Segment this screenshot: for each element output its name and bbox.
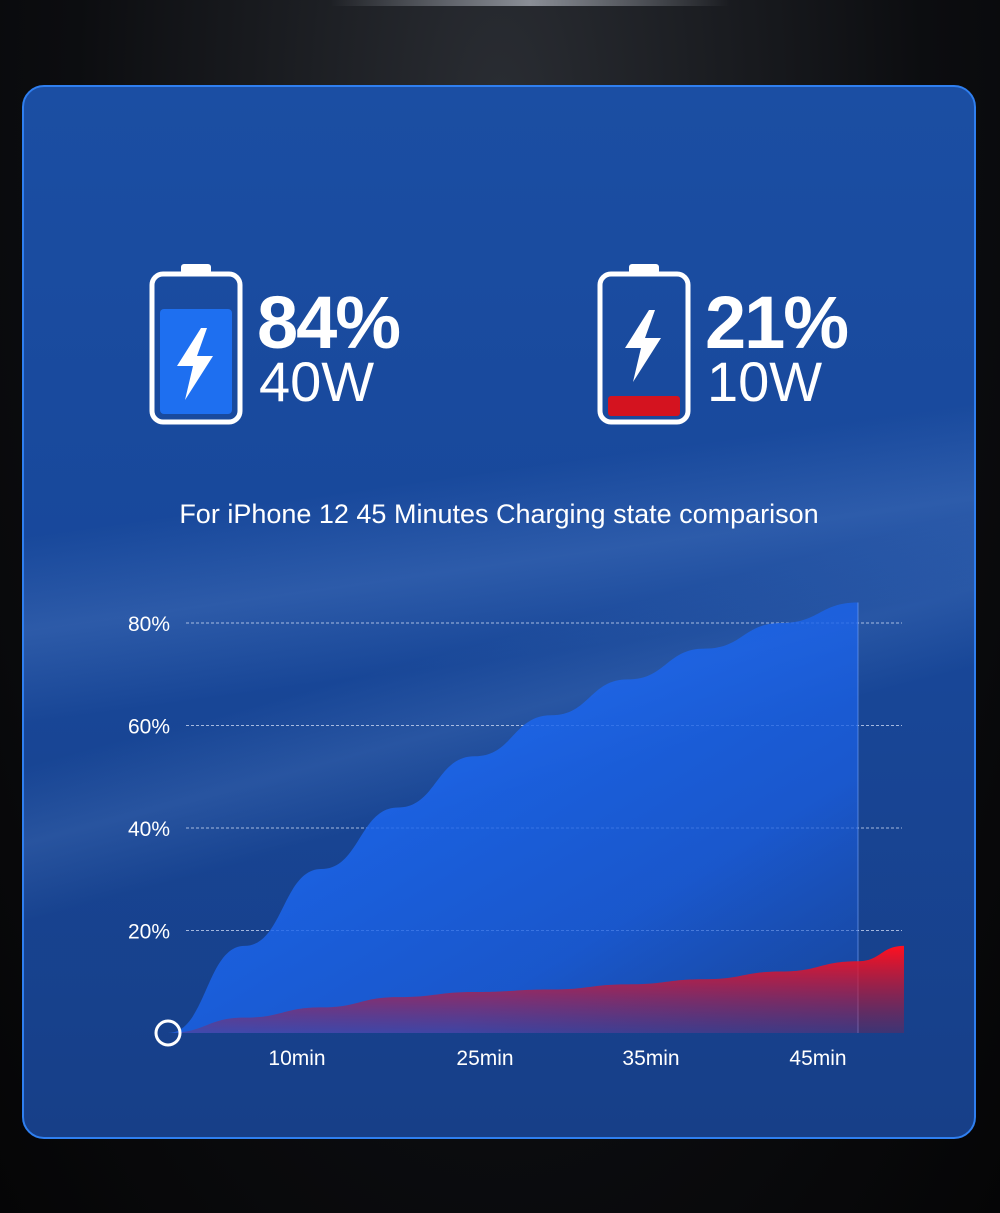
chart-title: For iPhone 12 45 Minutes Charging state …: [179, 499, 819, 529]
charging-chart: 80% 60% 40% 20% 10min 25min 35min 45min: [128, 602, 904, 1070]
lightning-bolt-icon: [625, 310, 661, 382]
x-tick-label: 35min: [622, 1047, 679, 1070]
origin-marker: [154, 1019, 182, 1047]
x-tick-label: 45min: [789, 1047, 846, 1070]
battery-wattage: 10W: [707, 350, 823, 413]
battery-fill: [608, 396, 680, 416]
x-tick-label: 10min: [268, 1047, 325, 1070]
series-10w-area: [168, 945, 904, 1033]
x-tick-label: 25min: [456, 1047, 513, 1070]
background-light-streak: [330, 0, 730, 6]
y-tick-label: 60%: [128, 716, 170, 739]
y-tick-label: 20%: [128, 921, 170, 944]
comparison-card: 84% 40W 21% 10W For iPhone 12 45 Minutes…: [22, 85, 976, 1139]
lightning-bolt-icon: [177, 328, 213, 400]
battery-percent: 84%: [257, 281, 401, 364]
y-tick-label: 80%: [128, 613, 170, 636]
battery-icon: [149, 264, 243, 425]
battery-icon: [597, 264, 691, 425]
y-tick-label: 40%: [128, 818, 170, 841]
battery-percent: 21%: [705, 281, 849, 364]
series-40w-area: [168, 602, 858, 1033]
battery-wattage: 40W: [259, 350, 375, 413]
